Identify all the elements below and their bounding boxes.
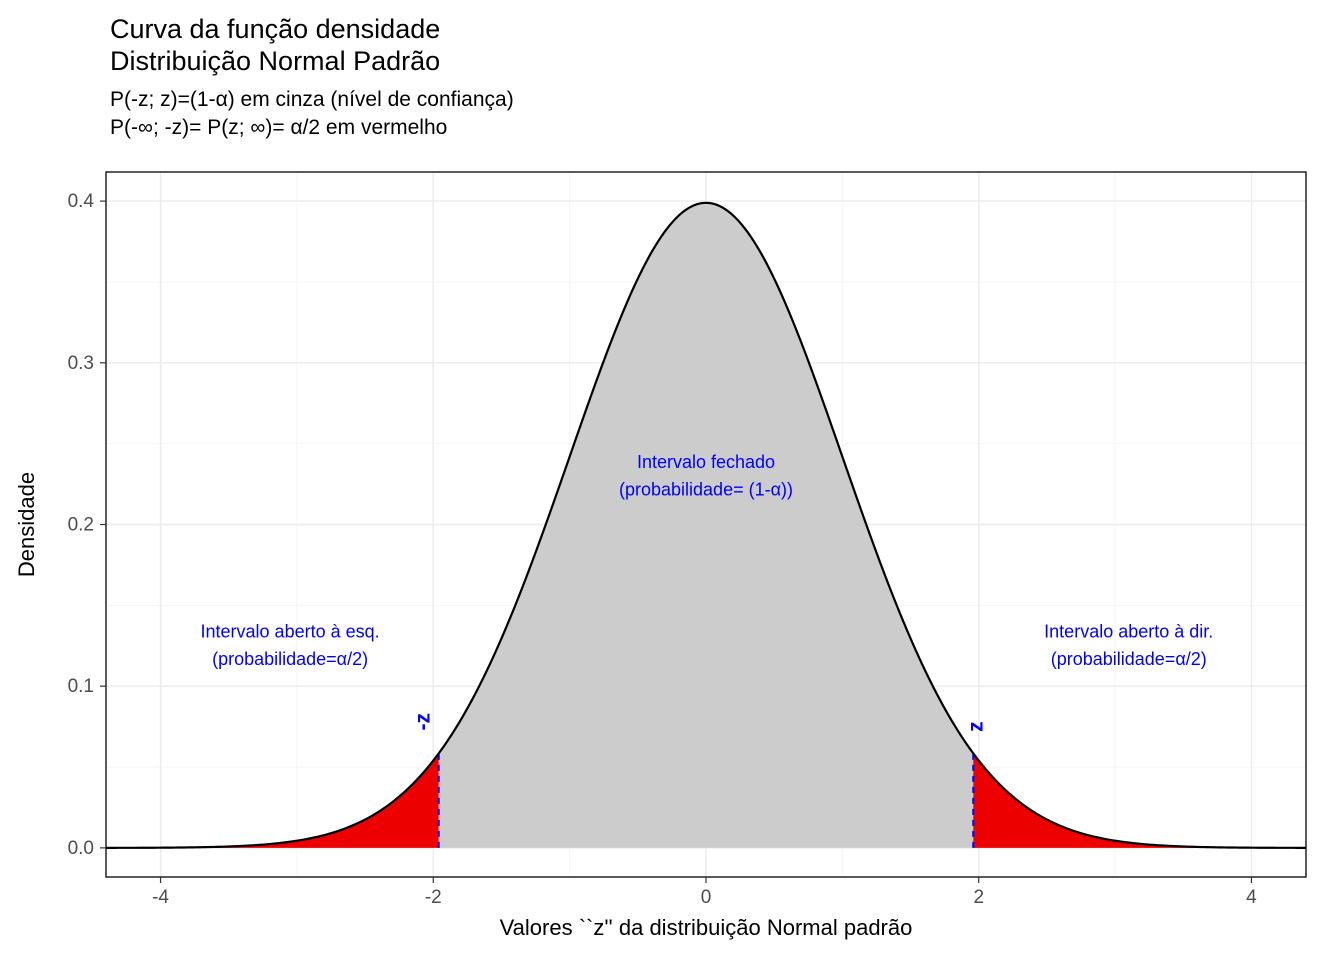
x-axis: -4 -2 0 2 4 [152, 877, 1257, 908]
x-tick-label: -2 [425, 887, 442, 908]
annot-right-line1: Intervalo aberto à dir. [1044, 622, 1213, 642]
y-tick-label: 0.0 [68, 838, 94, 859]
annot-left-line2: (probabilidade=α/2) [212, 649, 368, 669]
annot-pos-z: z [964, 721, 987, 732]
x-tick-label: 0 [701, 887, 712, 908]
annot-center-line1: Intervalo fechado [637, 452, 775, 472]
annot-neg-z: -z [412, 713, 435, 731]
x-axis-label: Valores ``z'' da distribuição Normal pad… [500, 915, 913, 940]
x-tick-label: 2 [973, 887, 984, 908]
subtitle-line-1: P(-z; z)=(1-α) em cinza (nível de confia… [110, 88, 514, 112]
y-tick-label: 0.2 [68, 515, 94, 536]
annot-left-line1: Intervalo aberto à esq. [201, 622, 380, 642]
y-tick-label: 0.1 [68, 676, 94, 697]
subtitle-line-2: P(-∞; -z)= P(z; ∞)= α/2 em vermelho [110, 116, 447, 140]
title-line-2: Distribuição Normal Padrão [110, 46, 440, 77]
annot-right-line2: (probabilidade=α/2) [1051, 649, 1207, 669]
title-line-1: Curva da função densidade [110, 14, 440, 45]
x-tick-label: 4 [1246, 887, 1257, 908]
annot-center-line2: (probabilidade= (1-α)) [619, 479, 793, 499]
y-tick-label: 0.3 [68, 353, 94, 374]
figure-container: Curva da função densidade Distribuição N… [0, 0, 1344, 960]
x-tick-label: -4 [152, 887, 169, 908]
y-tick-label: 0.4 [68, 191, 95, 212]
density-plot: -4 -2 0 2 4 0.0 0.1 0.2 0.3 0.4 Valores ``z'' da d… [0, 0, 1344, 960]
y-axis: 0.0 0.1 0.2 0.3 0.4 [68, 191, 106, 859]
y-axis-label: Densidade [14, 472, 39, 577]
